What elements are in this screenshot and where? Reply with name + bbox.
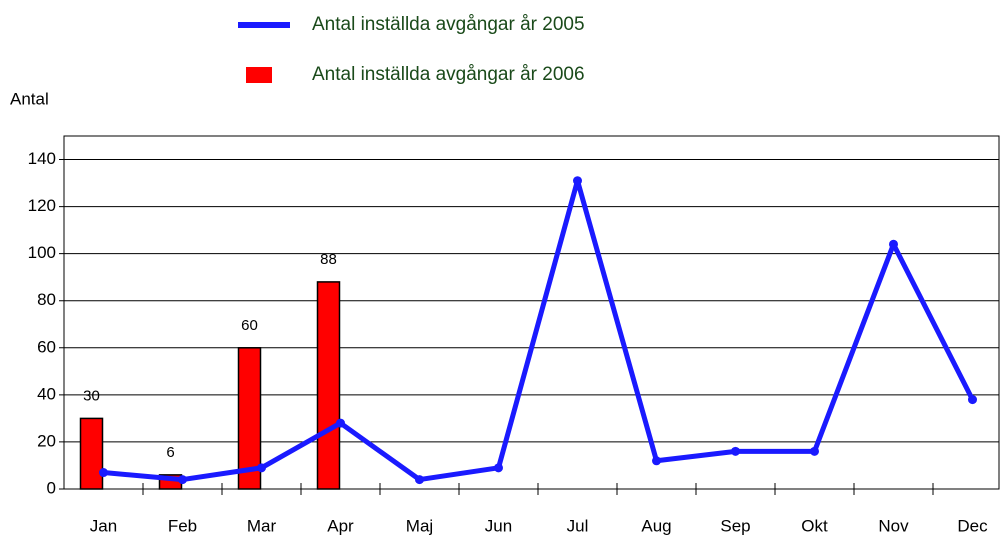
- data-label: 88: [320, 251, 337, 268]
- plot-area: [63, 135, 1000, 490]
- y-tick-label: 100: [28, 243, 56, 262]
- x-tick-label: Dec: [957, 516, 988, 535]
- line-point: [178, 475, 187, 485]
- data-label: 6: [166, 444, 174, 461]
- line-point: [415, 475, 424, 485]
- line-point: [652, 456, 661, 466]
- line-point: [968, 395, 977, 405]
- x-tick-label: Mar: [247, 516, 277, 535]
- y-tick-label: 0: [47, 478, 56, 497]
- bar: [79, 417, 104, 490]
- y-tick-label: 60: [37, 337, 56, 356]
- x-tick-label: Jul: [567, 516, 589, 535]
- y-tick-label: 40: [37, 384, 56, 403]
- line-point: [731, 446, 740, 456]
- y-tick-label: 20: [37, 431, 56, 450]
- bar: [316, 281, 341, 490]
- line-point: [494, 463, 503, 473]
- legend-label: Antal inställda avgångar år 2006: [312, 64, 585, 85]
- legend-swatch: [246, 67, 272, 83]
- x-tick-label: Okt: [801, 516, 828, 535]
- y-axis-label: Antal: [10, 89, 49, 108]
- line-point: [257, 463, 266, 473]
- x-tick-label: Nov: [878, 516, 909, 535]
- data-label: 30: [83, 387, 100, 404]
- x-tick-label: Aug: [641, 516, 671, 535]
- x-tick-label: Jan: [90, 516, 117, 535]
- line: [103, 178, 975, 483]
- legend-label: Antal inställda avgångar år 2005: [312, 14, 585, 35]
- y-tick-label: 140: [28, 149, 56, 168]
- x-tick-label: Feb: [168, 516, 197, 535]
- x-tick-label: Jun: [485, 516, 512, 535]
- line-point: [99, 468, 108, 478]
- x-tick-label: Maj: [406, 516, 433, 535]
- bar: [237, 347, 262, 490]
- y-tick-label: 120: [28, 196, 56, 215]
- legend-line: [238, 22, 290, 28]
- x-tick-label: Sep: [720, 516, 750, 535]
- data-label: 60: [241, 317, 258, 334]
- x-tick-label: Apr: [327, 516, 354, 535]
- line-point: [573, 176, 582, 186]
- line-point: [336, 418, 345, 428]
- y-tick-label: 80: [37, 290, 56, 309]
- line-point: [810, 446, 819, 456]
- line-point: [889, 239, 898, 249]
